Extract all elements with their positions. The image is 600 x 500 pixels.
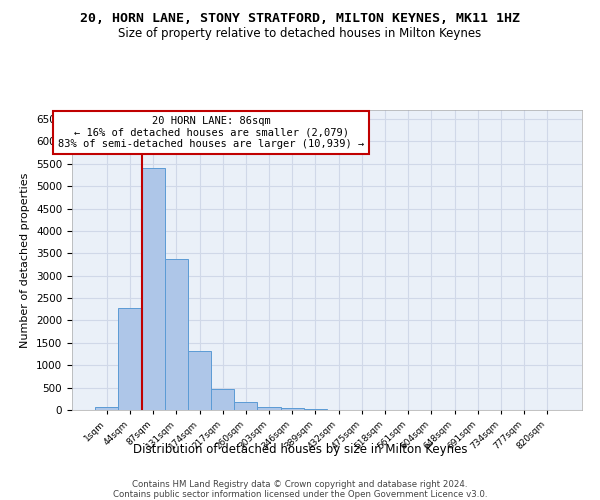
Text: Distribution of detached houses by size in Milton Keynes: Distribution of detached houses by size … (133, 442, 467, 456)
Bar (165, 258, 188, 410)
Bar (234, 402, 257, 410)
Y-axis label: Number of detached properties: Number of detached properties (20, 172, 31, 348)
Text: 20, HORN LANE, STONY STRATFORD, MILTON KEYNES, MK11 1HZ: 20, HORN LANE, STONY STRATFORD, MILTON K… (80, 12, 520, 26)
Bar (95, 406, 118, 410)
Text: Contains HM Land Registry data © Crown copyright and database right 2024.
Contai: Contains HM Land Registry data © Crown c… (113, 480, 487, 500)
Text: 20 HORN LANE: 86sqm
← 16% of detached houses are smaller (2,079)
83% of semi-det: 20 HORN LANE: 86sqm ← 16% of detached ho… (58, 116, 364, 149)
Bar (142, 168, 165, 410)
Bar (257, 406, 281, 410)
Bar (281, 408, 304, 410)
Text: Size of property relative to detached houses in Milton Keynes: Size of property relative to detached ho… (118, 28, 482, 40)
Bar (188, 352, 211, 410)
Bar (211, 388, 234, 410)
Bar (118, 308, 142, 410)
